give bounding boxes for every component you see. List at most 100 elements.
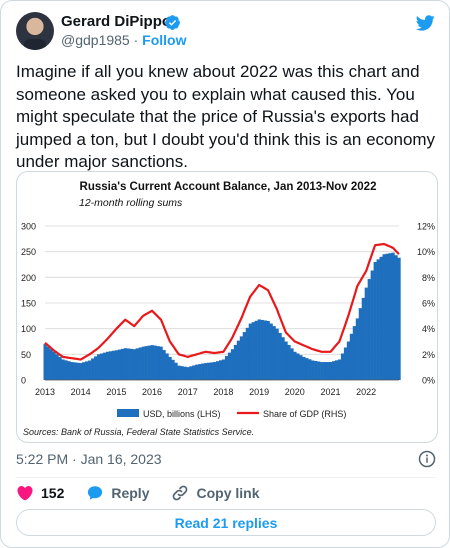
bar <box>174 362 178 380</box>
bar <box>85 361 89 380</box>
read-replies-button[interactable]: Read 21 replies <box>16 509 436 536</box>
bar <box>141 346 145 380</box>
bar <box>49 349 53 380</box>
bar <box>195 364 199 380</box>
bar <box>251 322 255 380</box>
copy-link-button[interactable]: Copy link <box>171 484 260 502</box>
bar <box>358 308 363 380</box>
bar <box>159 346 163 380</box>
bar <box>382 254 386 380</box>
bar <box>343 347 348 380</box>
bar <box>233 344 238 380</box>
x-tick-label: 2019 <box>249 387 269 397</box>
y-right-tick-label: 4% <box>422 324 435 334</box>
bar <box>73 362 77 380</box>
bar <box>224 356 229 380</box>
bar <box>55 354 59 380</box>
bar <box>370 270 374 380</box>
bar <box>296 353 300 380</box>
follow-button[interactable]: Follow <box>142 32 187 48</box>
bar <box>391 252 395 380</box>
bar <box>201 363 205 380</box>
bar <box>168 356 172 380</box>
bar <box>94 356 98 380</box>
bar <box>129 348 134 380</box>
bar <box>114 350 119 380</box>
bar <box>165 353 169 380</box>
bar <box>150 345 154 380</box>
bar <box>111 350 116 380</box>
y-right-tick-label: 2% <box>422 350 435 360</box>
bar <box>108 351 113 380</box>
x-tick-label: 2015 <box>106 387 126 397</box>
bar <box>117 349 122 380</box>
chart-source: Sources: Bank of Russia, Federal State S… <box>23 427 254 437</box>
y-right-tick-label: 10% <box>417 247 435 257</box>
bar <box>287 344 291 380</box>
bar <box>257 319 261 380</box>
bar <box>230 349 235 380</box>
bar <box>385 253 389 380</box>
bar <box>373 261 377 380</box>
chart-image[interactable]: Russia's Current Account Balance, Jan 20… <box>16 171 438 443</box>
bar <box>215 361 220 380</box>
bar <box>177 365 181 380</box>
bar <box>132 349 137 380</box>
bar <box>105 351 110 380</box>
bar <box>397 257 401 380</box>
info-icon[interactable] <box>418 450 436 468</box>
bar <box>52 351 56 380</box>
like-button[interactable]: 152 <box>16 484 64 502</box>
bar <box>221 359 226 380</box>
bar <box>281 337 285 380</box>
bar <box>272 326 276 380</box>
bar <box>278 332 282 380</box>
bar <box>308 359 312 380</box>
bar <box>394 255 398 380</box>
legend-swatch-bar <box>117 409 139 417</box>
y-left-tick-label: 200 <box>21 273 36 283</box>
x-tick-label: 2018 <box>213 387 233 397</box>
y-left-tick-label: 0 <box>21 376 26 386</box>
author-name[interactable]: Gerard DiPippo <box>61 13 172 30</box>
author-handle[interactable]: @gdp1985 <box>61 32 130 48</box>
bar <box>76 362 80 380</box>
bar <box>88 360 92 380</box>
separator-dot: · <box>133 32 139 48</box>
bar <box>180 366 184 380</box>
bar <box>183 366 187 380</box>
copy-link-label: Copy link <box>196 485 260 501</box>
chart-title: Russia's Current Account Balance, Jan 20… <box>80 181 377 193</box>
chart-subtitle: 12-month rolling sums <box>79 197 183 209</box>
bar <box>248 323 252 380</box>
bar <box>64 360 68 380</box>
divider <box>16 477 436 478</box>
x-tick-label: 2022 <box>356 387 376 397</box>
y-right-tick-label: 8% <box>422 273 435 283</box>
like-count: 152 <box>41 485 65 501</box>
avatar[interactable] <box>16 12 54 50</box>
bar <box>323 362 327 380</box>
y-left-tick-label: 50 <box>21 350 31 360</box>
twitter-bird-icon[interactable] <box>414 13 436 33</box>
x-tick-label: 2014 <box>71 387 91 397</box>
reply-button[interactable]: Reply <box>86 484 149 502</box>
bar <box>144 346 148 380</box>
bar <box>326 362 330 380</box>
bar <box>388 253 392 380</box>
bar <box>91 358 95 380</box>
heart-icon <box>17 486 33 501</box>
bar <box>320 362 324 380</box>
bar <box>376 259 380 380</box>
bar <box>126 348 131 380</box>
bar <box>242 332 247 380</box>
bar <box>254 320 258 380</box>
legend-label-bar: USD, billions (LHS) <box>143 409 221 419</box>
reply-bubble-icon <box>88 486 103 500</box>
bar <box>263 320 267 380</box>
bar <box>82 362 86 380</box>
timestamp[interactable]: 5:22 PM · Jan 16, 2023 <box>16 451 162 467</box>
bar <box>120 348 125 380</box>
bar <box>227 352 232 380</box>
bar <box>218 360 223 380</box>
